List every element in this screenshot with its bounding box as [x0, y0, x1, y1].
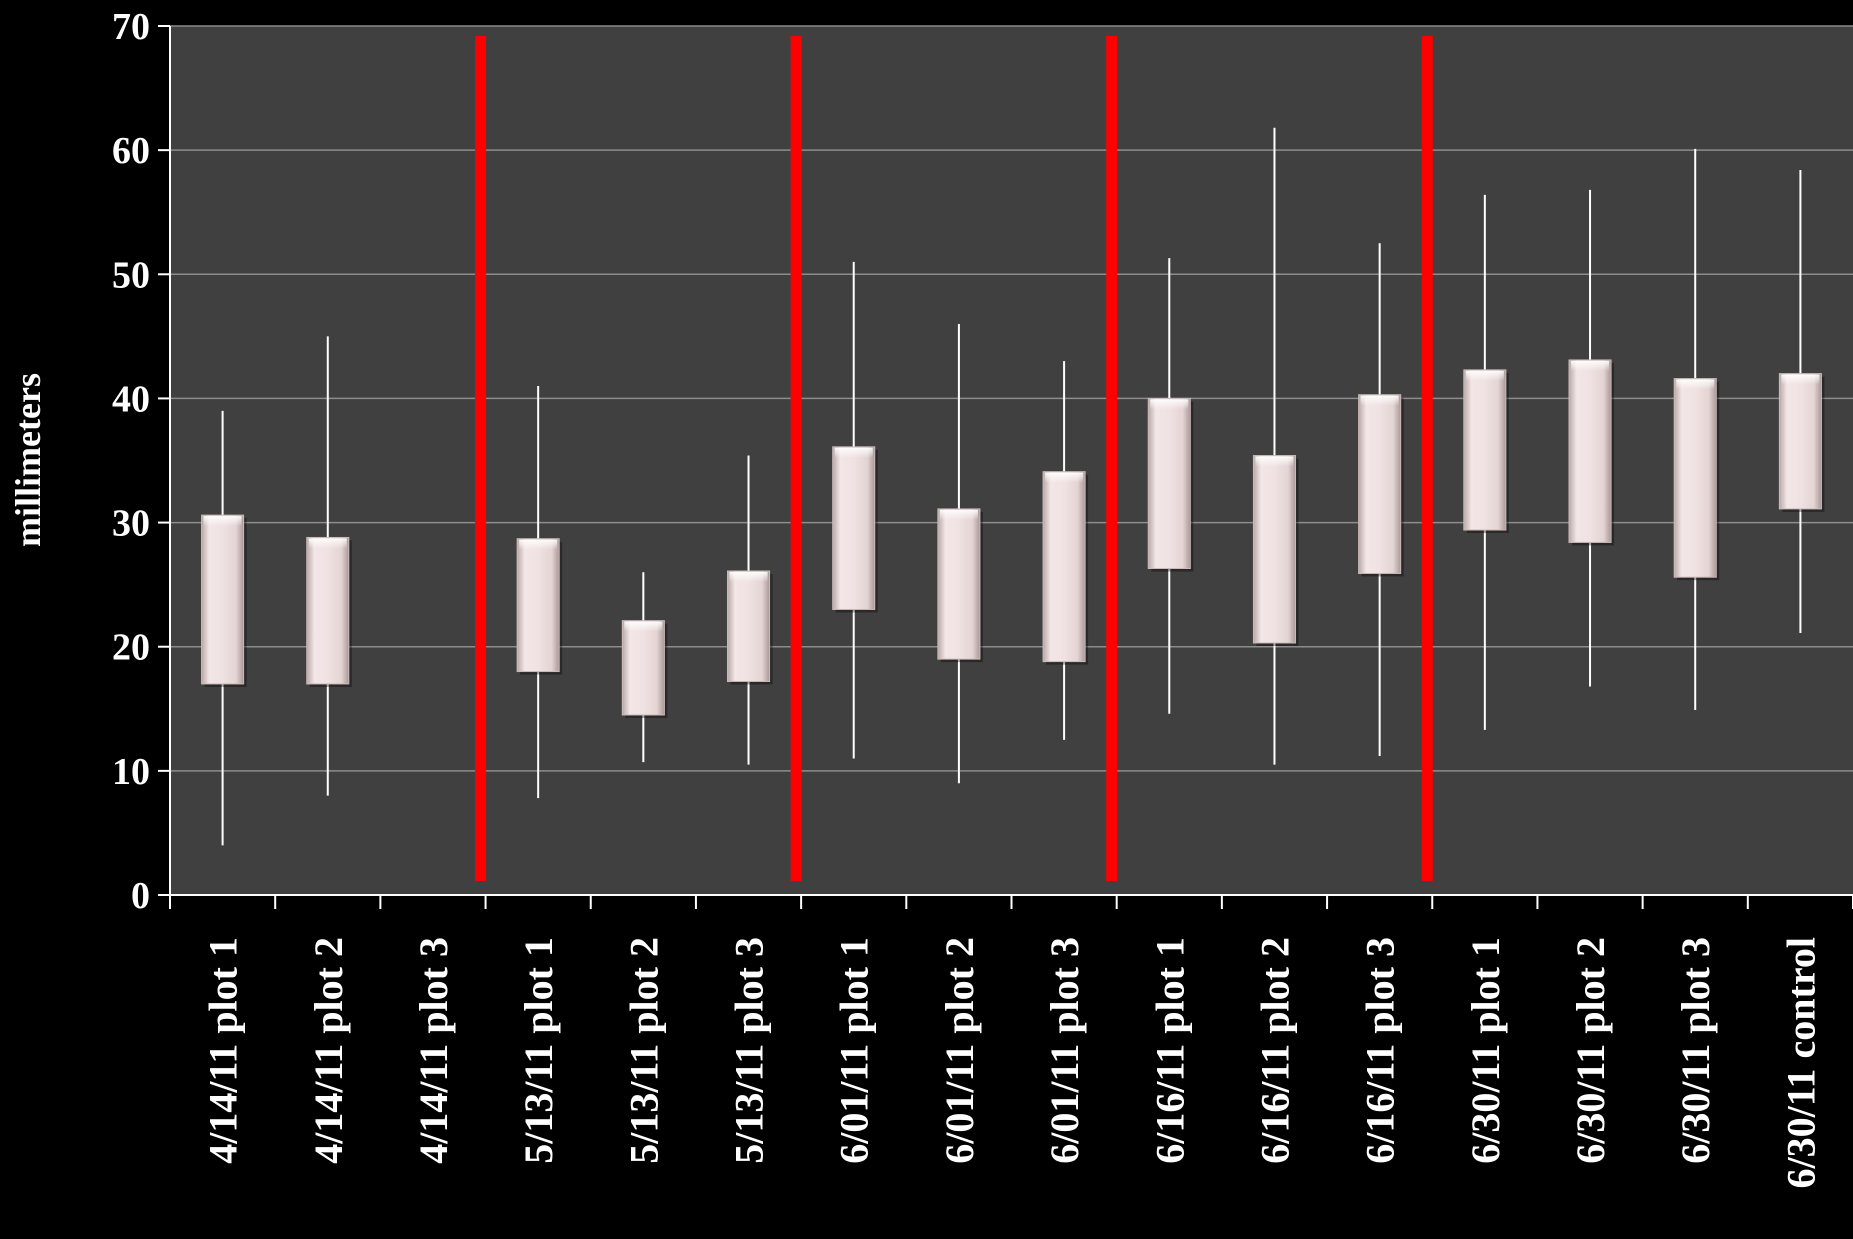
x-category-label: 6/01/11 plot 1	[832, 937, 877, 1164]
y-tick-label-70: 70	[112, 6, 150, 48]
box-6	[726, 455, 773, 765]
box-body	[1463, 369, 1507, 531]
box-body	[1147, 397, 1191, 570]
box-1	[201, 410, 247, 846]
box-highlight	[1465, 370, 1504, 381]
x-category-label: 6/01/11 plot 3	[1042, 937, 1087, 1164]
box-highlight	[729, 571, 768, 582]
box-body	[1568, 359, 1612, 543]
x-category-label: 6/30/11 plot 2	[1568, 937, 1613, 1164]
box-highlight	[1045, 472, 1084, 483]
x-category-label: 6/01/11 plot 2	[937, 937, 982, 1164]
box-12	[1358, 243, 1404, 756]
box-body	[516, 538, 560, 673]
y-tick-label-20: 20	[112, 627, 150, 669]
box-13	[1463, 194, 1509, 730]
box-highlight	[1150, 399, 1189, 410]
box-body	[1778, 373, 1822, 510]
x-category-label: 6/30/11 plot 3	[1673, 937, 1718, 1164]
box-highlight	[1255, 456, 1294, 467]
x-category-label: 6/16/11 plot 3	[1358, 937, 1403, 1164]
box-body	[1252, 455, 1297, 644]
y-axis-title: millimeters	[8, 373, 48, 547]
box-highlight	[519, 539, 558, 550]
box-highlight	[308, 538, 347, 549]
y-tick-label-10: 10	[112, 751, 150, 793]
box-highlight	[1360, 395, 1399, 406]
box-body	[1358, 394, 1402, 574]
box-highlight	[1676, 379, 1715, 390]
box-body	[937, 508, 981, 660]
box-body	[832, 446, 876, 610]
box-highlight	[1570, 360, 1610, 371]
box-series	[201, 127, 1825, 846]
box-highlight	[1781, 374, 1820, 385]
box-body	[201, 514, 245, 685]
box-body	[621, 620, 665, 716]
x-category-label: 5/13/11 plot 3	[727, 937, 772, 1164]
x-category-label: 4/14/11 plot 3	[411, 937, 456, 1164]
y-tick-label-30: 30	[112, 503, 150, 545]
box-highlight	[939, 509, 978, 520]
y-tick-label-40: 40	[112, 378, 150, 420]
box-body	[306, 536, 350, 685]
y-tick-label-0: 0	[131, 875, 150, 917]
x-category-label: 4/14/11 plot 2	[306, 937, 351, 1164]
box-highlight	[834, 447, 873, 458]
x-axis: 4/14/11 plot 1 4/14/11 plot 2 4/14/11 plot…	[169, 894, 1853, 1188]
box-11	[1252, 127, 1299, 765]
box-5	[621, 572, 668, 763]
box-7	[832, 261, 878, 759]
x-category-label: 6/30/11 plot 1	[1463, 937, 1508, 1164]
box-4	[516, 386, 563, 799]
x-category-label: 6/16/11 plot 2	[1252, 937, 1297, 1164]
box-15	[1673, 148, 1720, 711]
box-2	[306, 336, 352, 796]
y-tick-label-60: 60	[112, 130, 150, 172]
x-category-label: 5/13/11 plot 2	[621, 937, 666, 1164]
box-9	[1042, 361, 1089, 740]
x-category-label: 4/14/11 plot 1	[201, 937, 246, 1164]
box-10	[1147, 258, 1194, 714]
y-axis: 0 10 20 30 40 50 60 70	[112, 6, 171, 917]
box-body	[1042, 471, 1086, 663]
box-body	[726, 570, 771, 682]
period-separators	[475, 36, 1433, 881]
box-highlight	[624, 621, 663, 632]
y-tick-label-50: 50	[112, 254, 150, 296]
x-category-label: 6/16/11 plot 1	[1147, 937, 1192, 1164]
box-14	[1568, 189, 1615, 687]
x-category-label: 5/13/11 plot 1	[516, 937, 561, 1164]
box-highlight	[203, 516, 242, 527]
box-8	[937, 323, 983, 784]
box-body	[1673, 378, 1717, 578]
box-16	[1778, 170, 1825, 634]
x-category-label: 6/30/11 control	[1778, 937, 1823, 1188]
